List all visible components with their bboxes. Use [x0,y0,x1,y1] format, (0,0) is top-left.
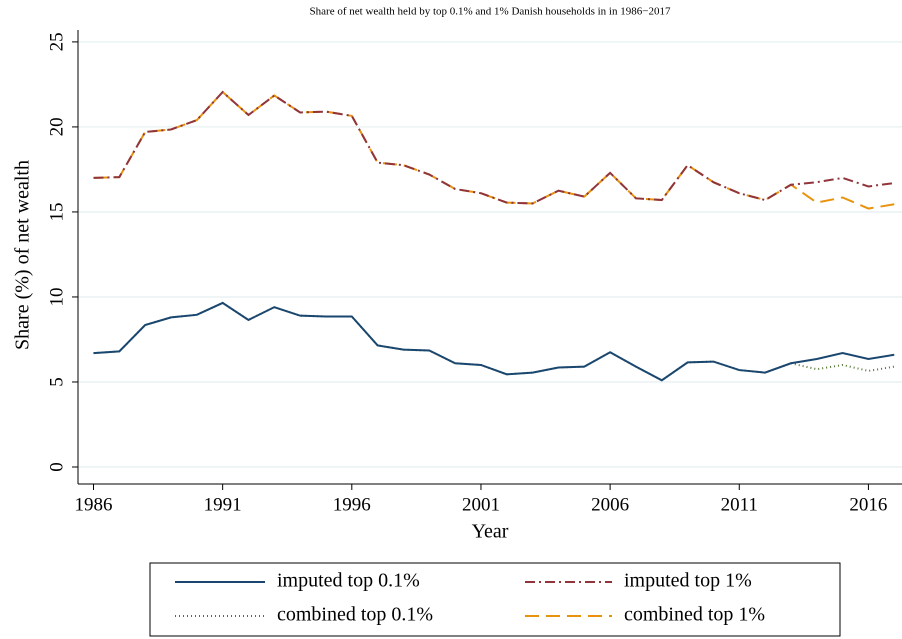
x-axis-label: Year [472,521,509,543]
legend-box [149,562,841,637]
y-tick-label: 10 [46,287,67,306]
x-tick-label: 2016 [849,494,887,515]
x-tick-label: 2001 [462,494,500,515]
x-tick-label: 2006 [591,494,629,515]
x-tick-label: 2011 [721,494,758,515]
y-tick-label: 0 [46,462,67,472]
y-tick-label: 5 [46,377,67,387]
legend-label: combined top 0.1% [277,604,433,626]
y-tick-label: 25 [46,32,67,51]
legend-label: imputed top 0.1% [277,570,420,592]
legend-label: imputed top 1% [624,570,752,592]
x-tick-label: 1996 [333,494,371,515]
series-line [93,301,895,382]
y-tick-label: 20 [46,117,67,136]
series-line [93,90,895,210]
y-tick-label: 15 [46,202,67,221]
x-tick-label: 1991 [204,494,242,515]
y-axis-label: Share (%) of net wealth [12,160,34,350]
x-tick-label: 1986 [74,494,112,515]
legend-label: combined top 1% [624,604,765,626]
series-line [93,90,895,205]
chart-title: Share of net wealth held by top 0.1% and… [310,6,671,18]
